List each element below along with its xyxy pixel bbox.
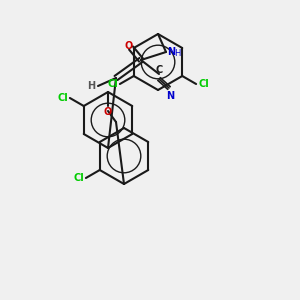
Text: H: H [174,50,180,58]
Text: O: O [125,41,133,51]
Text: O: O [104,107,112,117]
Text: Cl: Cl [73,173,84,183]
Text: N: N [167,47,175,57]
Text: Cl: Cl [57,93,68,103]
Text: H: H [87,81,95,91]
Text: N: N [166,91,174,101]
Text: Cl: Cl [107,79,118,89]
Text: C: C [155,65,163,75]
Text: Cl: Cl [198,79,209,89]
